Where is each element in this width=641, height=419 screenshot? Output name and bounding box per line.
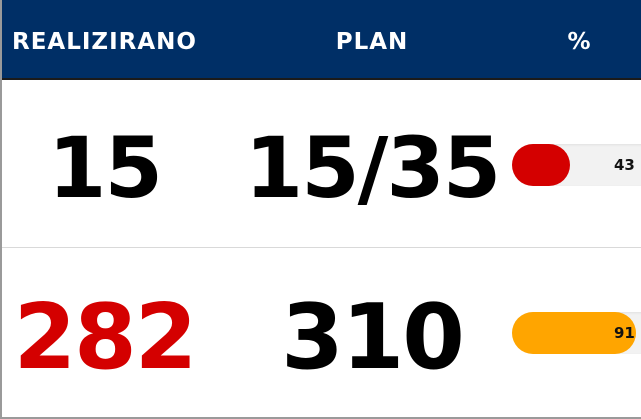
percent-progress-bar: 43 (512, 144, 641, 186)
realized-value: 282 (13, 285, 198, 390)
table-header: REALIZIRANO PLAN % (2, 0, 641, 80)
percent-progress-fill (512, 144, 570, 186)
percent-progress-bar: 91 (512, 312, 641, 354)
table-row: 15 15/35 43 (2, 80, 641, 248)
percent-progress-fill (512, 312, 636, 354)
realized-value: 15 (48, 119, 163, 217)
plan-value: 15/35 (244, 119, 501, 217)
percent-label: 43 (614, 156, 635, 174)
table-row: 282 310 91 (2, 249, 641, 417)
header-percent: % (567, 29, 592, 55)
percent-label: 91 (614, 324, 635, 342)
header-plan: PLAN (335, 29, 409, 55)
header-realized: REALIZIRANO (12, 29, 197, 55)
plan-value: 310 (281, 285, 465, 390)
